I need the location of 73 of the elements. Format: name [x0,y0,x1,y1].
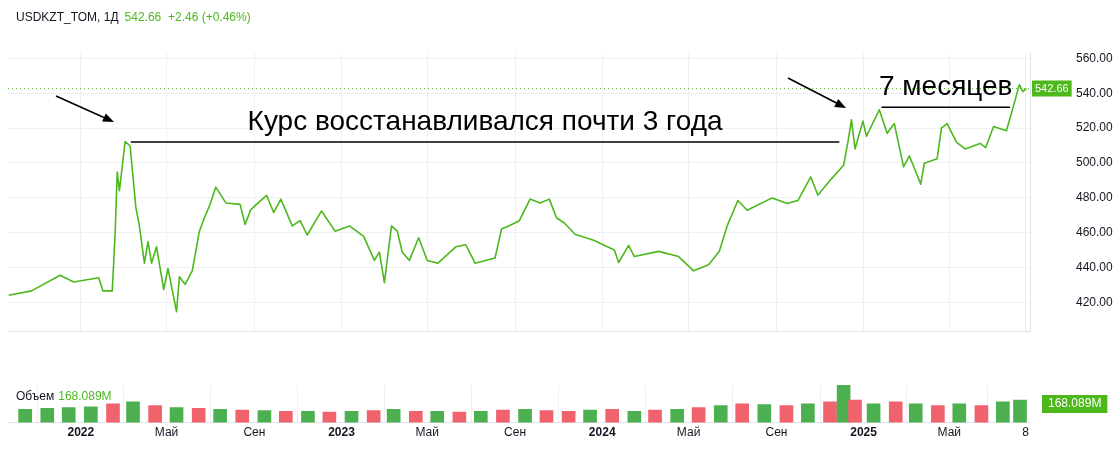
y-tick-label: 440.00 [1076,259,1114,274]
bar [366,410,381,423]
bar [648,409,662,423]
bar [278,410,293,423]
y-tick-label: 420.00 [1076,294,1114,309]
bar [235,409,250,423]
x-tick-label: 2023 [328,425,356,440]
bar [757,404,772,423]
bar [952,403,967,423]
bar [801,403,815,423]
bar [735,403,750,423]
bar [40,407,55,423]
bar [473,410,488,423]
bar [713,405,728,423]
bar [974,405,989,423]
ref-line-label: 542.66 [1035,81,1069,94]
bar [213,409,227,423]
y-tick-label: 500.00 [1076,155,1114,170]
x-tick-label: Май [676,425,701,440]
text: 168.089M [1048,396,1102,411]
bar [106,403,120,423]
x-tick-label: 2025 [850,425,878,440]
bar [779,405,794,423]
bar [257,410,272,423]
chart-title: USDKZT_TOM, 1Д [16,10,119,24]
bar [1013,399,1027,423]
text: Объем [16,389,55,404]
bar [518,409,532,423]
bar [169,407,184,423]
annotation: Курс восстанавливался почти 3 года [247,104,723,136]
annotation: 168.089M [58,389,112,404]
bar [386,409,401,423]
x-tick-label: Сен [243,425,266,440]
y-tick-label: 520.00 [1076,120,1114,135]
annotation: 7 месяцев [878,69,1013,101]
x-tick-label: 8 [1022,425,1030,440]
bar [605,409,620,423]
bar [496,409,510,423]
bar [996,401,1010,423]
bar [301,410,315,423]
x-tick-label: Сен [504,425,527,440]
bar [18,409,32,423]
y-tick-label: 460.00 [1076,224,1114,239]
bar [148,405,162,423]
bar [539,410,554,423]
x-tick-label: Май [937,425,962,440]
bar [84,406,98,423]
bar [561,410,576,423]
bar [583,409,597,423]
bar [908,403,923,423]
bar [344,410,359,423]
y-tick-label: 540.00 [1076,85,1114,100]
x-tick-label: 2024 [588,425,616,440]
bar [430,410,445,423]
bar [848,399,862,423]
bar [823,401,837,423]
bar [126,401,140,423]
x-tick-label: Май [154,425,179,440]
bar [627,410,642,423]
y-tick-label: 480.00 [1076,190,1114,205]
bar [931,405,945,423]
chart-subtitle: 542.66 +2.46 (+0.46%) [124,10,251,24]
bar [408,410,423,423]
bar [670,409,685,423]
bar [691,407,706,423]
x-tick-label: Сен [765,425,788,440]
x-tick-label: Май [415,425,439,440]
bar [866,403,881,423]
bar [191,407,206,423]
x-tick-label: 2022 [67,425,95,440]
y-tick-label: 560.00 [1076,50,1114,65]
bar [888,401,903,423]
bar [61,407,76,423]
